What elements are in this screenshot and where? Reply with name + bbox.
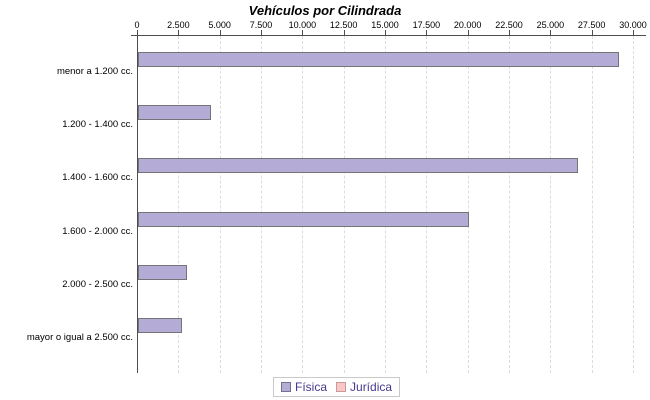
category-label-mayor-o-igual-a-2-500-cc: mayor o igual a 2.500 cc.: [26, 332, 133, 343]
x-axis-tick-12.500: [343, 30, 345, 35]
legend-item-fisica: Física: [281, 380, 327, 394]
x-axis-tick-22.500: [509, 30, 510, 35]
x-axis-tick-label: 7.500: [249, 20, 273, 30]
gridline-12.500: [343, 36, 345, 373]
x-axis-tick-17.500: [426, 30, 428, 35]
x-axis-tick-10.000: [302, 30, 304, 35]
gridline-7.500: [261, 36, 262, 373]
x-axis-tick-20.000: [467, 30, 469, 35]
y-axis-line: [137, 36, 138, 373]
bar-fisica-menor-a-1-200-cc: [138, 52, 619, 67]
gridline-15.000: [385, 36, 386, 373]
x-axis-tick-label: 27.500: [577, 20, 606, 30]
category-label-1-600-2-000-cc: 1.600 - 2.000 cc.: [62, 225, 133, 237]
category-label-1-400-1-600-cc: 1.400 - 1.600 cc.: [62, 172, 133, 184]
x-axis-tick-label: 0: [134, 20, 140, 30]
x-axis-tick-label: 10.000: [288, 20, 317, 30]
bar-fisica-2-000-2-500-cc: [138, 264, 187, 280]
x-axis-tick-label: 2.500: [167, 20, 190, 30]
legend-label-fisica: Física: [295, 380, 328, 394]
bar-fisica-1-200-1-400-cc: [138, 105, 211, 121]
gridline-17.500: [426, 36, 428, 373]
x-axis-tick-0: [137, 30, 138, 35]
x-axis-tick-label: 5.000: [208, 20, 231, 30]
gridline-5.000: [219, 36, 221, 373]
x-axis-tick-label: 12.500: [329, 20, 358, 30]
bar-fisica-mayor-o-igual-a-2-500-cc: [138, 318, 182, 333]
category-label-2-000-2-500-cc: 2.000 - 2.500 cc.: [62, 278, 133, 290]
x-axis-tick-30.000: [633, 30, 634, 35]
legend-swatch-juridica: [336, 382, 347, 392]
gridline-25.000: [550, 36, 552, 373]
x-axis-tick-27.500: [591, 30, 593, 35]
x-axis-tick-7.500: [261, 30, 262, 35]
bar-fisica-1-600-2-000-cc: [138, 211, 469, 227]
x-axis-tick-label: 30.000: [619, 20, 647, 30]
x-axis-tick-2.500: [178, 30, 180, 35]
legend: Física Jurídica: [273, 377, 401, 397]
bar-fisica-1-400-1-600-cc: [138, 158, 578, 174]
x-axis-tick-label: 25.000: [536, 20, 565, 30]
gridline-22.500: [509, 36, 510, 373]
gridline-10.000: [302, 36, 304, 373]
x-axis-line: [131, 35, 646, 36]
gridline-20.000: [467, 36, 469, 373]
legend-swatch-fisica: [281, 382, 291, 392]
chart-title: Vehículos por Cilindrada: [248, 3, 402, 18]
category-label-menor-a-1-200-cc: menor a 1.200 cc.: [56, 66, 133, 77]
x-axis-tick-15.000: [385, 30, 386, 35]
x-axis-tick-label: 17.500: [412, 20, 441, 30]
gridline-30.000: [633, 36, 634, 373]
x-axis-tick-label: 22.500: [495, 20, 523, 30]
gridline-2.500: [178, 36, 180, 373]
category-label-1-200-1-400-cc: 1.200 - 1.400 cc.: [62, 119, 133, 131]
x-axis-tick-label: 15.000: [371, 20, 399, 30]
x-axis-tick-label: 20.000: [453, 20, 482, 30]
x-axis-tick-25.000: [550, 30, 552, 35]
gridline-27.500: [591, 36, 593, 373]
legend-label-juridica: Jurídica: [350, 380, 393, 394]
x-axis-tick-5.000: [219, 30, 221, 35]
legend-item-juridica: Jurídica: [336, 380, 392, 394]
